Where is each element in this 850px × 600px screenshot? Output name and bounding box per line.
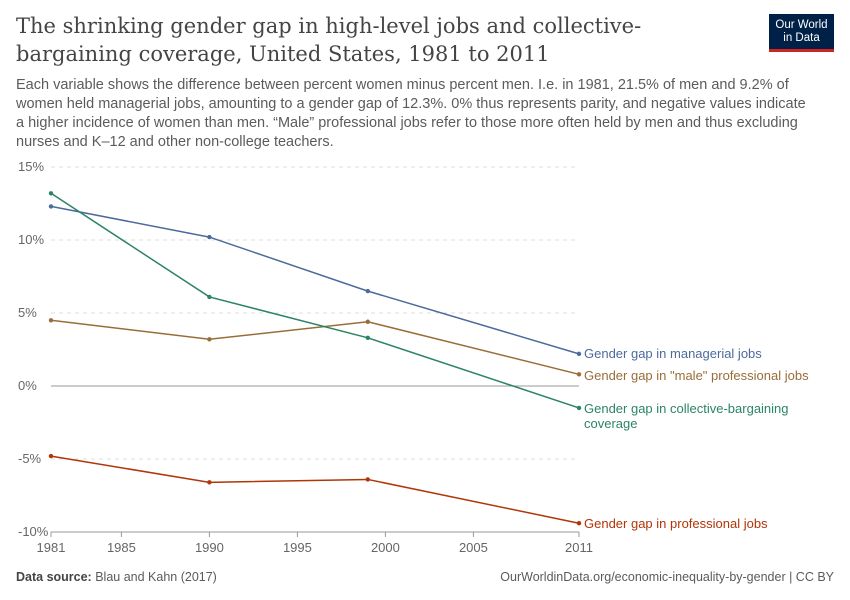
data-point <box>207 294 212 300</box>
source-label: Data source: <box>16 570 92 584</box>
series-line <box>50 319 580 376</box>
chart-subtitle: Each variable shows the difference betwe… <box>16 77 806 150</box>
x-tick-label: 1981 <box>37 540 66 555</box>
x-tick-label: 1985 <box>107 540 136 555</box>
data-source: Data source: Blau and Kahn (2017) <box>16 570 217 584</box>
y-tick-label: -5% <box>18 451 42 466</box>
y-tick-label: 0% <box>18 378 37 393</box>
logo-line2: in Data <box>783 32 820 44</box>
y-tick-label: 10% <box>18 232 44 247</box>
data-point <box>48 191 54 196</box>
data-point <box>576 405 582 411</box>
series-line <box>50 455 580 524</box>
data-point <box>48 453 54 459</box>
footer-url[interactable]: OurWorldinData.org/economic-inequality-b… <box>500 570 834 584</box>
source-text[interactable]: Blau and Kahn (2017) <box>95 570 217 584</box>
series-line <box>50 192 580 409</box>
data-point <box>48 204 54 209</box>
x-tick-label: 1995 <box>283 540 312 555</box>
data-point <box>576 351 582 357</box>
owid-logo[interactable]: Our World in Data <box>769 14 834 52</box>
series-label: Gender gap in professional jobs <box>584 516 768 531</box>
data-point <box>207 234 212 240</box>
data-point <box>365 319 370 324</box>
series-label: Gender gap in collective-bargaining cover… <box>584 401 789 431</box>
series-label: Gender gap in managerial jobs <box>584 346 762 361</box>
y-tick-label: 5% <box>18 305 37 320</box>
data-point <box>576 372 582 377</box>
data-point <box>365 477 370 482</box>
data-point <box>207 480 212 485</box>
series-label: Gender gap in "male" professional jobs <box>584 368 809 383</box>
data-point <box>207 337 212 342</box>
series-line <box>50 205 580 355</box>
logo-line1: Our World <box>775 19 828 31</box>
y-tick-label: -10% <box>18 524 49 539</box>
x-tick-label: 2011 <box>565 540 593 555</box>
data-point <box>576 521 582 526</box>
x-tick-label: 2000 <box>371 540 400 555</box>
chart-title: The shrinking gender gap in high-level j… <box>16 14 642 66</box>
y-tick-label: 15% <box>18 159 44 174</box>
x-tick-label: 1990 <box>195 540 224 555</box>
x-tick-label: 2005 <box>459 540 488 555</box>
data-point <box>48 318 54 323</box>
data-point <box>365 288 370 294</box>
data-point <box>365 335 370 341</box>
